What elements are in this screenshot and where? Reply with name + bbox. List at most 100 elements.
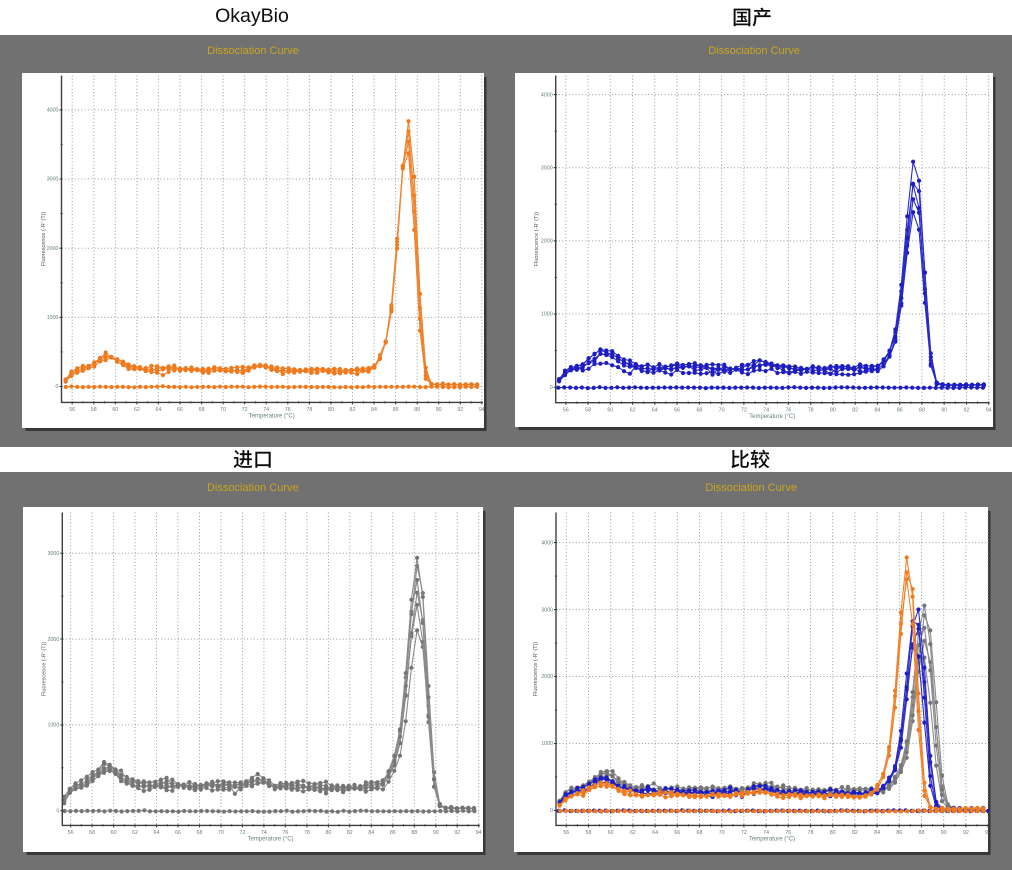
- svg-text:3000: 3000: [47, 177, 59, 183]
- svg-text:0: 0: [56, 808, 59, 814]
- svg-text:58: 58: [585, 408, 591, 414]
- svg-text:3000: 3000: [541, 607, 553, 613]
- svg-text:4000: 4000: [541, 540, 553, 546]
- svg-text:94: 94: [479, 407, 484, 413]
- svg-text:88: 88: [414, 407, 420, 413]
- svg-text:72: 72: [242, 407, 248, 413]
- svg-text:58: 58: [91, 407, 97, 413]
- svg-text:76: 76: [785, 830, 791, 836]
- svg-text:70: 70: [719, 830, 725, 836]
- svg-text:Temperature (°C): Temperature (°C): [249, 414, 295, 420]
- svg-text:Temperature (°C): Temperature (°C): [749, 414, 795, 420]
- svg-text:80: 80: [325, 830, 331, 836]
- svg-text:2000: 2000: [541, 674, 553, 680]
- svg-text:1000: 1000: [48, 723, 60, 729]
- svg-text:0: 0: [550, 385, 553, 391]
- svg-text:62: 62: [132, 830, 138, 836]
- svg-text:Temperature (°C): Temperature (°C): [749, 837, 795, 843]
- svg-text:4000: 4000: [541, 92, 553, 98]
- svg-text:94: 94: [476, 830, 482, 836]
- svg-text:66: 66: [674, 830, 680, 836]
- svg-text:86: 86: [896, 830, 902, 836]
- svg-text:90: 90: [436, 407, 442, 413]
- svg-text:70: 70: [719, 408, 725, 414]
- svg-text:90: 90: [941, 408, 947, 414]
- svg-text:86: 86: [393, 407, 399, 413]
- svg-text:88: 88: [919, 408, 925, 414]
- svg-text:74: 74: [763, 408, 769, 414]
- svg-text:60: 60: [607, 408, 613, 414]
- svg-text:70: 70: [218, 830, 224, 836]
- svg-text:84: 84: [368, 830, 374, 836]
- svg-text:74: 74: [763, 830, 769, 836]
- svg-text:74: 74: [263, 407, 269, 413]
- svg-text:60: 60: [111, 830, 117, 836]
- svg-text:92: 92: [964, 408, 970, 414]
- svg-text:82: 82: [852, 408, 858, 414]
- svg-text:66: 66: [175, 830, 181, 836]
- svg-text:0: 0: [550, 808, 553, 814]
- svg-text:64: 64: [154, 830, 160, 836]
- svg-text:78: 78: [304, 830, 310, 836]
- svg-text:78: 78: [808, 408, 814, 414]
- svg-text:80: 80: [830, 408, 836, 414]
- svg-text:92: 92: [457, 407, 463, 413]
- svg-text:62: 62: [630, 408, 636, 414]
- svg-text:68: 68: [697, 830, 703, 836]
- svg-text:0: 0: [56, 384, 59, 390]
- svg-text:2000: 2000: [47, 246, 59, 252]
- svg-text:94: 94: [985, 830, 989, 836]
- svg-text:1000: 1000: [541, 312, 553, 318]
- svg-text:1000: 1000: [47, 315, 59, 321]
- svg-text:90: 90: [433, 830, 439, 836]
- svg-text:70: 70: [220, 407, 226, 413]
- svg-text:84: 84: [874, 830, 880, 836]
- svg-text:64: 64: [652, 408, 658, 414]
- svg-text:86: 86: [390, 830, 396, 836]
- svg-text:88: 88: [919, 830, 925, 836]
- svg-text:56: 56: [563, 408, 569, 414]
- svg-text:82: 82: [852, 830, 858, 836]
- svg-text:72: 72: [741, 830, 747, 836]
- svg-text:82: 82: [347, 830, 353, 836]
- svg-text:68: 68: [199, 407, 205, 413]
- svg-text:Temperature (°C): Temperature (°C): [247, 837, 293, 843]
- svg-text:58: 58: [89, 830, 95, 836]
- svg-text:78: 78: [808, 830, 814, 836]
- svg-text:86: 86: [897, 408, 903, 414]
- svg-text:56: 56: [563, 830, 569, 836]
- svg-text:78: 78: [306, 407, 312, 413]
- svg-text:66: 66: [674, 408, 680, 414]
- svg-text:84: 84: [371, 407, 377, 413]
- svg-text:Fluorescence (-R' (T)): Fluorescence (-R' (T)): [534, 212, 540, 267]
- svg-text:68: 68: [696, 408, 702, 414]
- svg-text:3000: 3000: [48, 551, 60, 557]
- svg-text:92: 92: [454, 830, 460, 836]
- svg-text:56: 56: [68, 830, 74, 836]
- svg-text:58: 58: [586, 830, 592, 836]
- svg-text:1000: 1000: [541, 741, 553, 747]
- svg-text:84: 84: [874, 408, 880, 414]
- svg-text:60: 60: [608, 830, 614, 836]
- svg-text:72: 72: [239, 830, 245, 836]
- svg-text:Fluorescence (-R' (T)): Fluorescence (-R' (T)): [42, 642, 48, 697]
- svg-text:4000: 4000: [47, 108, 59, 114]
- svg-text:94: 94: [986, 408, 992, 414]
- svg-text:3000: 3000: [541, 165, 553, 171]
- svg-text:82: 82: [350, 407, 356, 413]
- svg-text:88: 88: [411, 830, 417, 836]
- svg-text:80: 80: [328, 407, 334, 413]
- svg-text:2000: 2000: [541, 239, 553, 245]
- svg-text:74: 74: [261, 830, 267, 836]
- svg-text:76: 76: [285, 407, 291, 413]
- svg-text:72: 72: [741, 408, 747, 414]
- svg-text:Fluorescence (-R' (T)): Fluorescence (-R' (T)): [533, 642, 539, 697]
- svg-text:92: 92: [963, 830, 969, 836]
- svg-text:76: 76: [785, 408, 791, 414]
- svg-text:60: 60: [112, 407, 118, 413]
- svg-text:90: 90: [941, 830, 947, 836]
- svg-text:2000: 2000: [48, 637, 60, 643]
- svg-text:62: 62: [630, 830, 636, 836]
- svg-text:68: 68: [197, 830, 203, 836]
- svg-text:62: 62: [134, 407, 140, 413]
